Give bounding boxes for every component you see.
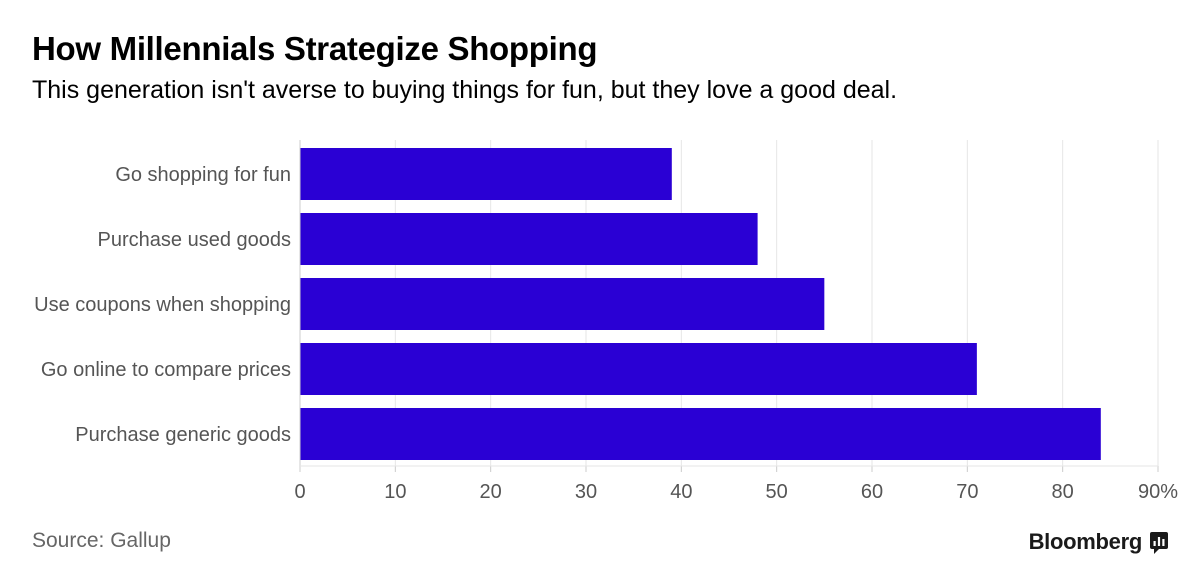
bar	[300, 148, 672, 200]
x-tick-label: 20	[480, 481, 502, 503]
category-label: Go shopping for fun	[115, 164, 291, 186]
chart-subtitle: This generation isn't averse to buying t…	[32, 76, 898, 104]
x-tick-label: 0	[294, 481, 305, 503]
x-tick-label: 70	[956, 481, 978, 503]
x-tick-label: 30	[575, 481, 597, 503]
bar	[300, 408, 1101, 460]
bar	[300, 213, 758, 265]
chart-title: How Millennials Strategize Shopping	[32, 30, 598, 67]
category-labels: Go shopping for fun Purchase used goods Us…	[34, 164, 291, 446]
category-label: Purchase generic goods	[75, 424, 291, 446]
x-tick-label: 50	[766, 481, 788, 503]
category-label: Use coupons when shopping	[34, 294, 291, 316]
brand-logo: Bloomberg	[1028, 529, 1143, 554]
x-tick-label: 60	[861, 481, 883, 503]
category-label: Purchase used goods	[98, 229, 291, 251]
x-tick-label: 80	[1052, 481, 1074, 503]
x-tick-label: 90%	[1138, 481, 1178, 503]
bar	[300, 278, 825, 330]
x-axis: 0 10 20 30 40 50 60 70 80 90%	[294, 140, 1178, 503]
x-tick-label: 40	[670, 481, 692, 503]
bar	[300, 343, 977, 395]
bloomberg-chart-icon	[1150, 532, 1168, 554]
source-note: Source: Gallup	[32, 529, 171, 552]
bars	[300, 148, 1101, 460]
category-label: Go online to compare prices	[41, 359, 291, 381]
x-tick-label: 10	[384, 481, 406, 503]
